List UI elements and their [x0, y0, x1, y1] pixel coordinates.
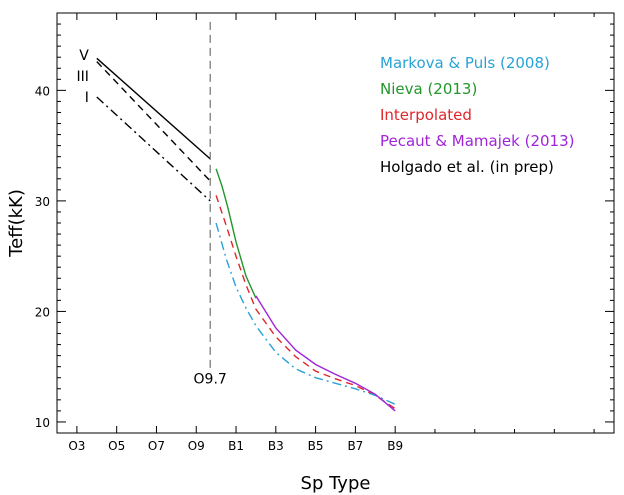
x-tick-label: O7: [148, 439, 165, 453]
axis-ticks: [57, 12, 614, 434]
x-tick-label: B3: [268, 439, 284, 453]
y-tick-label: 40: [35, 84, 50, 98]
y-tick-label: 20: [35, 305, 50, 319]
series-line: [215, 195, 396, 410]
x-tick-label: B1: [228, 439, 244, 453]
x-tick-label: B7: [347, 439, 363, 453]
x-tick-label: B5: [308, 439, 324, 453]
x-tick-label: O3: [68, 439, 85, 453]
axis-tick-labels: O3 O5 O7 O9 B1 B3 B5 B7 B9 10 20 30 40: [35, 84, 403, 453]
x-tick-label: O5: [108, 439, 125, 453]
legend-entry: Interpolated: [380, 106, 472, 124]
series-lines: [96, 57, 396, 412]
series-line: [215, 168, 257, 299]
y-tick-label: 30: [35, 195, 50, 209]
y-tick-label: 10: [35, 416, 50, 430]
y-axis-title: Teff(kK): [6, 189, 27, 258]
x-axis-title: Sp Type: [301, 473, 371, 494]
legend-entry: Pecaut & Mamajek (2013): [380, 132, 574, 150]
class-label: I: [85, 90, 89, 106]
series-line: [96, 57, 211, 160]
series-line: [215, 222, 396, 405]
legend: Markova & Puls (2008) Nieva (2013) Interpo…: [380, 54, 574, 176]
series-line: [96, 61, 211, 182]
plot-frame: [56, 12, 615, 434]
series-line: [255, 295, 396, 412]
legend-entry: Holgado et al. (in prep): [380, 158, 554, 176]
class-label: V: [79, 48, 89, 64]
legend-entry: Nieva (2013): [380, 80, 477, 98]
legend-entry: Markova & Puls (2008): [380, 54, 550, 72]
vline-label: O9.7: [194, 371, 227, 387]
x-tick-label: B9: [387, 439, 403, 453]
class-label: III: [76, 69, 88, 85]
series-line: [96, 96, 211, 202]
x-tick-label: O9: [188, 439, 205, 453]
vline-group: O9.7: [194, 21, 227, 387]
